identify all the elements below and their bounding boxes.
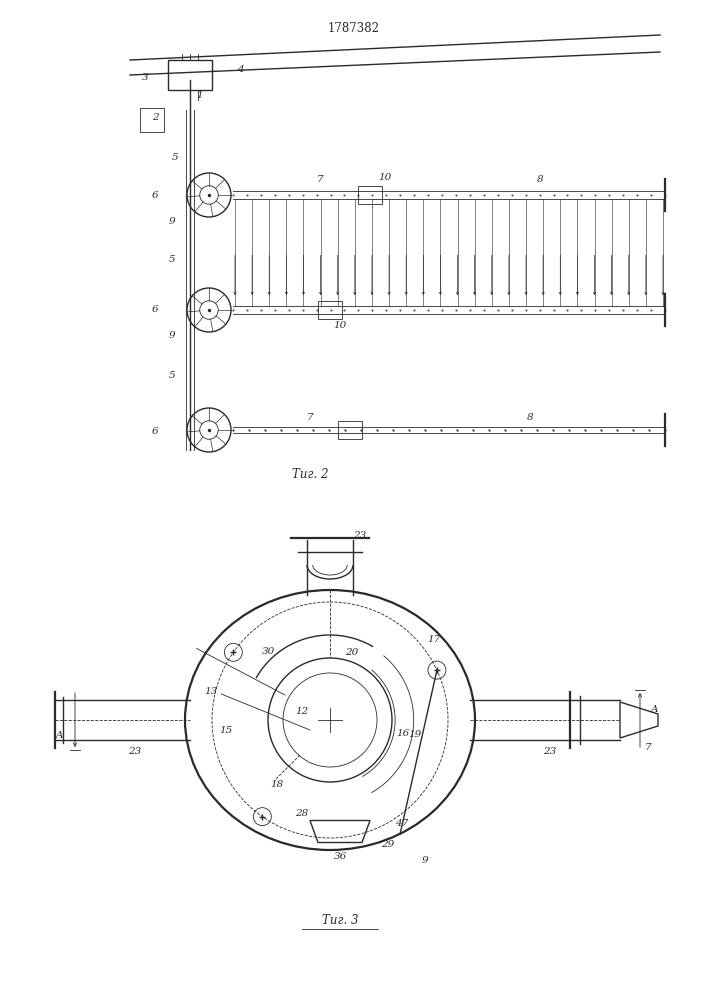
Text: 5: 5 [169, 255, 175, 264]
Text: 8: 8 [537, 176, 543, 184]
Text: 13: 13 [204, 687, 218, 696]
Bar [338, 421, 362, 439]
Text: 5: 5 [172, 153, 178, 162]
Text: 10: 10 [378, 174, 392, 182]
Text: 2: 2 [152, 113, 158, 122]
Text: Τиг. 2: Τиг. 2 [292, 468, 328, 482]
Text: 6: 6 [152, 428, 158, 436]
Text: 3: 3 [141, 74, 148, 83]
Text: 19: 19 [409, 730, 421, 739]
Text: 12: 12 [296, 708, 309, 716]
Text: 18: 18 [270, 780, 284, 789]
Text: 23: 23 [354, 530, 367, 540]
Text: 10: 10 [334, 320, 346, 330]
Text: 16: 16 [396, 728, 409, 738]
Text: A: A [57, 730, 64, 740]
Text: 15: 15 [219, 726, 232, 735]
Text: 4: 4 [237, 66, 243, 75]
Text: 23: 23 [129, 748, 141, 756]
Text: 8: 8 [527, 414, 533, 422]
Text: 29: 29 [381, 840, 395, 849]
Text: 9: 9 [169, 218, 175, 227]
Bar [140, 108, 164, 132]
Text: 9: 9 [169, 330, 175, 340]
Text: 23: 23 [544, 748, 556, 756]
Bar [168, 60, 212, 90]
Bar [358, 186, 382, 204]
Text: 7: 7 [645, 744, 651, 752]
Text: 17: 17 [428, 635, 441, 644]
Text: 28: 28 [296, 809, 309, 818]
Text: 1787382: 1787382 [328, 21, 380, 34]
Bar [318, 301, 342, 319]
Text: 20: 20 [346, 648, 358, 657]
Text: 7: 7 [307, 414, 313, 422]
Text: 6: 6 [152, 306, 158, 314]
Text: 7: 7 [317, 176, 323, 184]
Text: 5: 5 [169, 370, 175, 379]
Text: 36: 36 [334, 852, 346, 861]
Text: 30: 30 [262, 647, 275, 656]
Text: 1: 1 [197, 91, 204, 100]
Text: Τиг. 3: Τиг. 3 [322, 914, 358, 926]
Text: A: A [651, 706, 659, 714]
Text: 6: 6 [152, 190, 158, 200]
Text: 47: 47 [395, 820, 409, 828]
Text: 9: 9 [421, 856, 428, 865]
